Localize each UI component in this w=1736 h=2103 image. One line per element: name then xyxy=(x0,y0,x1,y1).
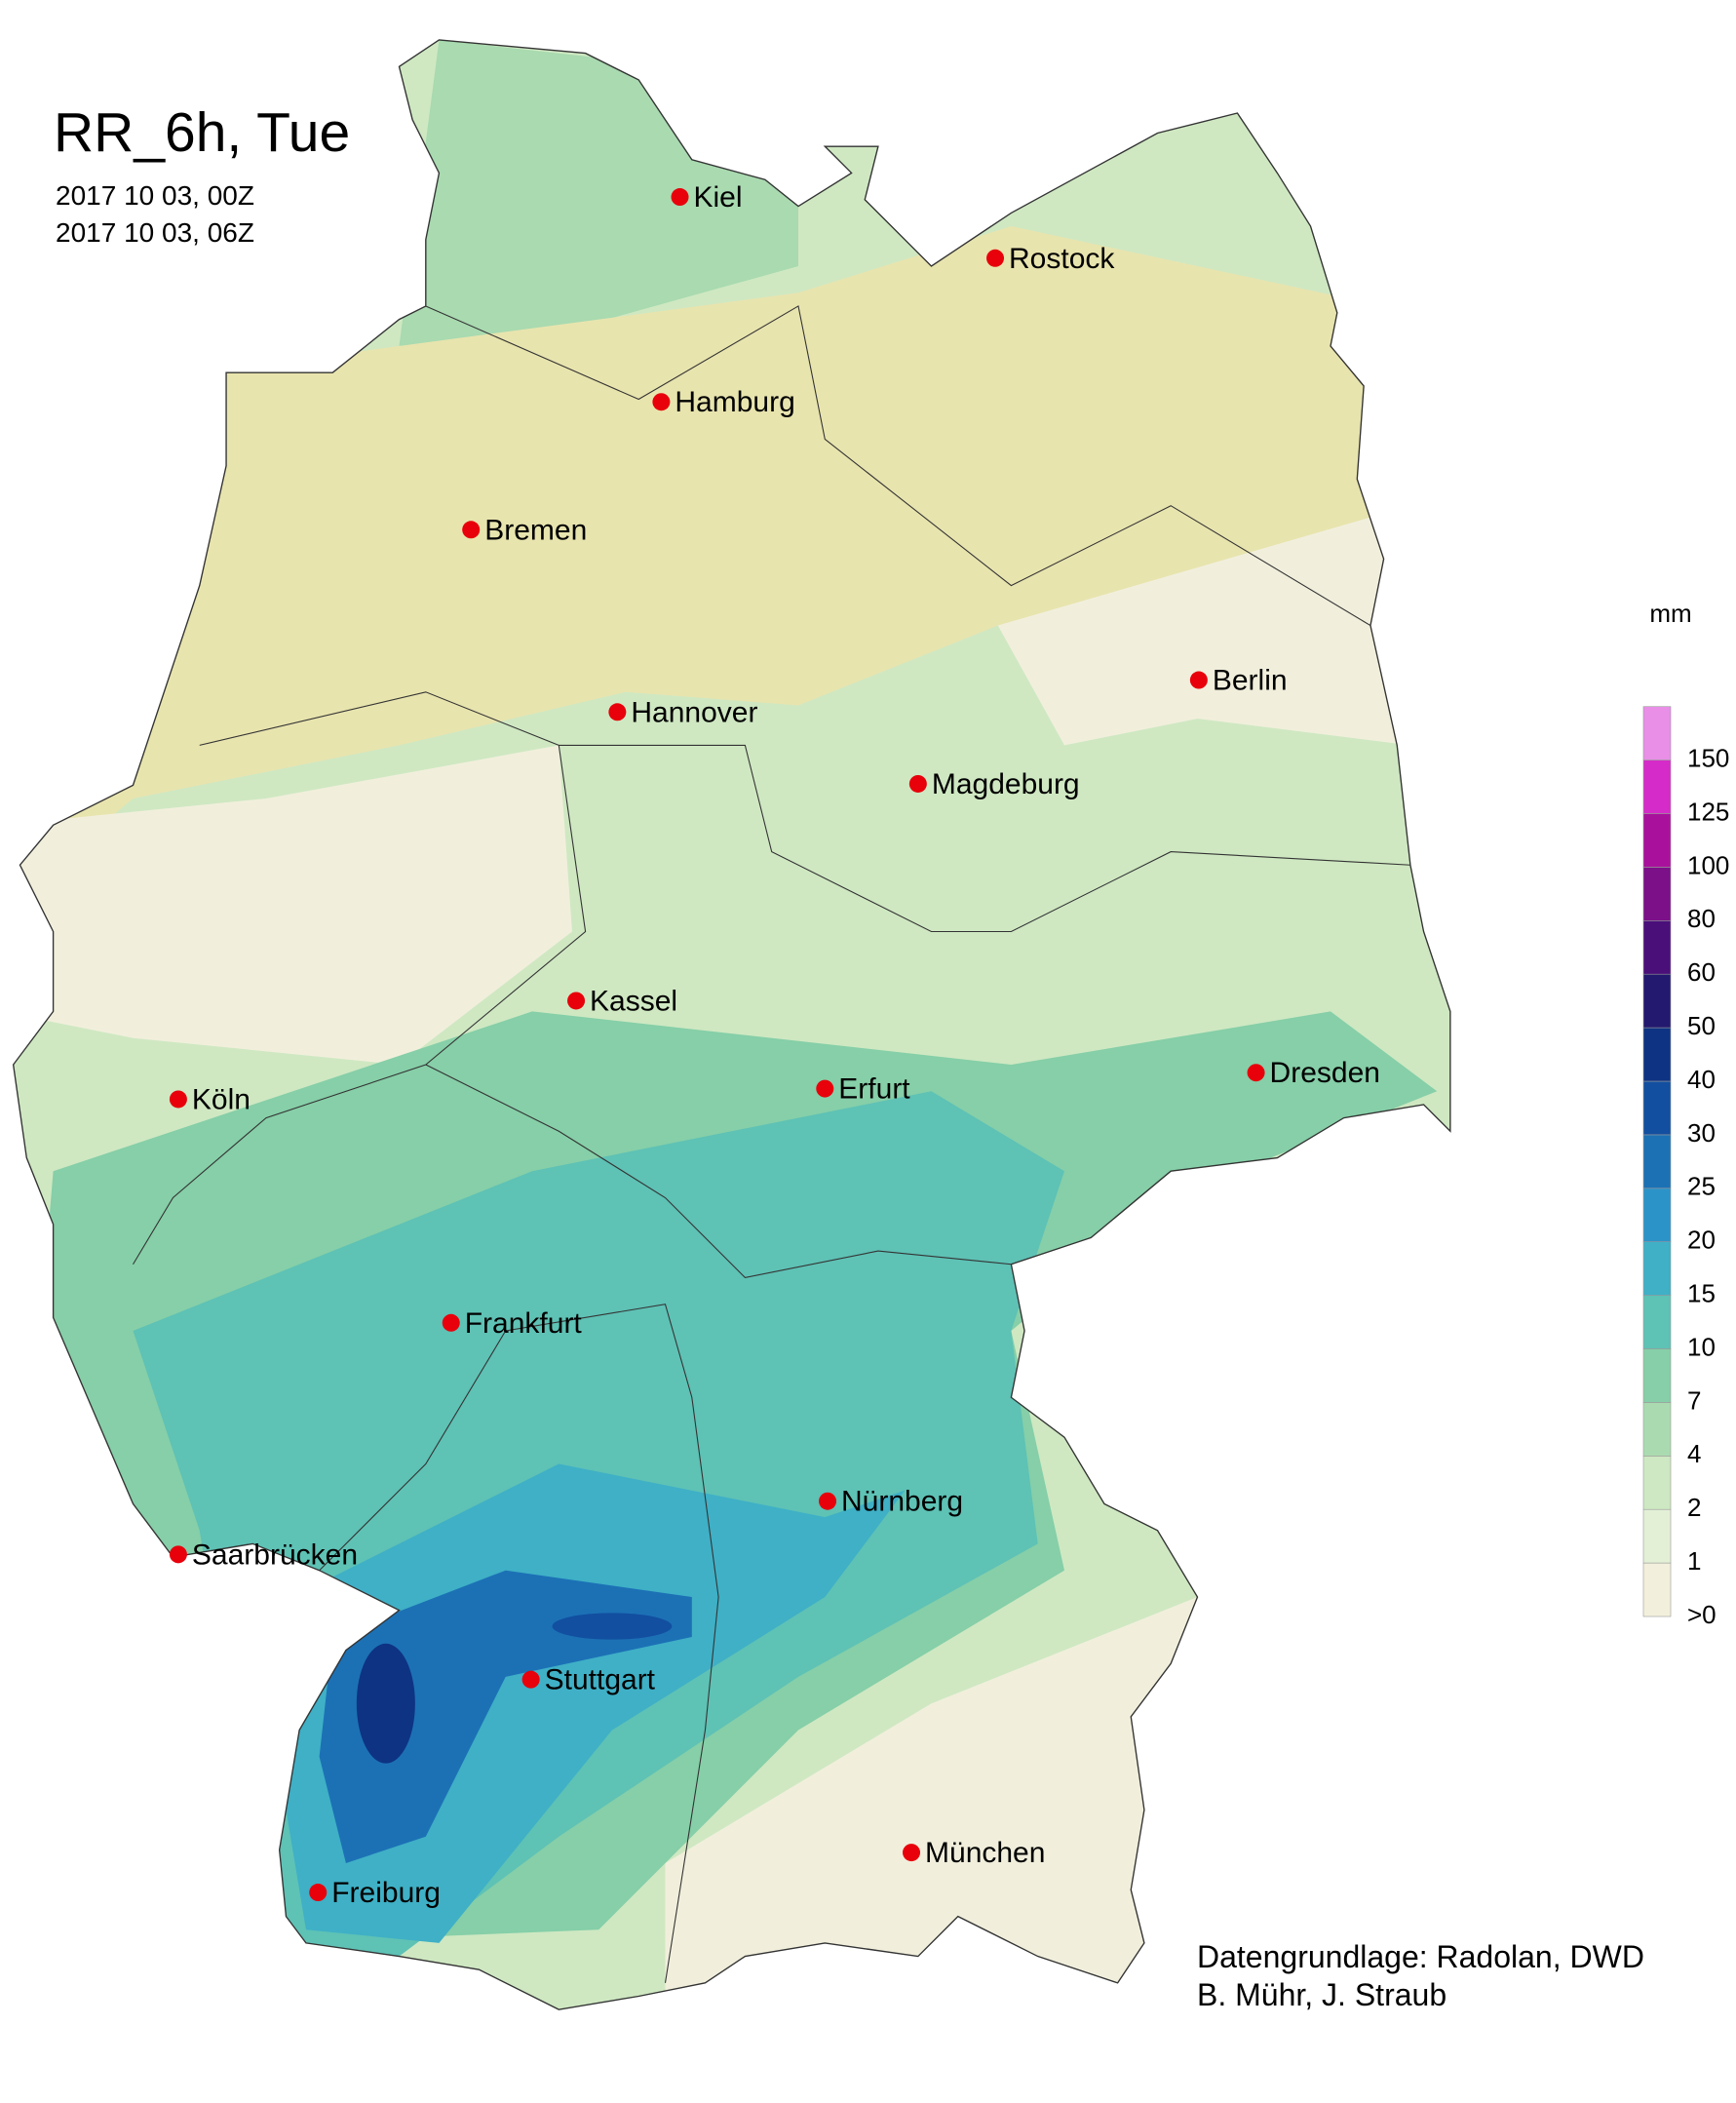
city-label: Erfurt xyxy=(838,1073,910,1106)
legend-swatch xyxy=(1642,973,1672,1029)
city-marker xyxy=(986,249,1005,267)
city-marker xyxy=(608,703,627,721)
legend-label: 30 xyxy=(1687,1118,1716,1148)
legend-label: 50 xyxy=(1687,1011,1716,1040)
city-marker xyxy=(1247,1064,1265,1082)
city-marker xyxy=(903,1844,921,1862)
legend-swatch xyxy=(1642,1134,1672,1189)
legend-label: 15 xyxy=(1687,1278,1716,1307)
city-label: Hamburg xyxy=(675,386,794,418)
city-marker xyxy=(819,1492,837,1510)
city-label: Stuttgart xyxy=(545,1664,656,1696)
city-marker xyxy=(908,774,927,793)
city-label: Freiburg xyxy=(331,1877,441,1909)
map-title: RR_6h, Tue xyxy=(54,101,350,164)
legend-swatch xyxy=(1642,759,1672,814)
city-label: Kassel xyxy=(590,985,677,1017)
city-label: Frankfurt xyxy=(465,1307,583,1340)
city-label: Kiel xyxy=(694,181,743,214)
legend-swatch xyxy=(1642,1348,1672,1403)
legend-label: 10 xyxy=(1687,1332,1716,1361)
legend-label: 125 xyxy=(1687,797,1729,826)
legend-swatch xyxy=(1642,813,1672,868)
legend-swatch xyxy=(1642,1456,1672,1510)
legend-label: 60 xyxy=(1687,957,1716,987)
legend-swatch xyxy=(1642,1402,1672,1457)
legend-swatch xyxy=(1642,1508,1672,1564)
city-label: Nürnberg xyxy=(841,1486,963,1518)
city-marker xyxy=(309,1884,328,1902)
city-marker xyxy=(521,1670,540,1689)
legend-label: 20 xyxy=(1687,1226,1716,1255)
city-label: München xyxy=(925,1837,1045,1869)
borders xyxy=(12,39,1451,2010)
legend-label: 40 xyxy=(1687,1065,1716,1094)
legend-swatch xyxy=(1642,706,1672,760)
city-marker xyxy=(1189,671,1208,689)
legend-label: 80 xyxy=(1687,904,1716,933)
legend-swatch xyxy=(1642,1241,1672,1296)
time-line: 2017 10 03, 00Z xyxy=(56,180,254,211)
city-label: Bremen xyxy=(484,514,587,546)
city-label: Köln xyxy=(192,1083,251,1115)
city-marker xyxy=(462,521,481,539)
legend-swatch xyxy=(1642,919,1672,975)
city-label: Dresden xyxy=(1270,1057,1380,1089)
city-marker xyxy=(567,992,586,1010)
city-label: Berlin xyxy=(1213,665,1288,697)
city-label: Rostock xyxy=(1009,243,1115,275)
credit: Datengrundlage: Radolan, DWD xyxy=(1197,1939,1644,1974)
legend-swatch xyxy=(1642,1562,1672,1617)
city-marker xyxy=(169,1090,187,1109)
legend-label: 2 xyxy=(1687,1493,1701,1522)
city-marker xyxy=(671,188,689,207)
legend-label: 1 xyxy=(1687,1546,1701,1576)
legend-swatch xyxy=(1642,1080,1672,1136)
city-label: Saarbrücken xyxy=(192,1538,358,1571)
legend-label: 7 xyxy=(1687,1385,1701,1415)
credit: B. Mühr, J. Straub xyxy=(1197,1977,1447,2012)
legend-label: 150 xyxy=(1687,743,1729,772)
city-marker xyxy=(169,1545,187,1564)
legend-unit: mm xyxy=(1649,599,1691,628)
legend-label: 100 xyxy=(1687,850,1729,879)
city-label: Hannover xyxy=(631,696,757,728)
city-marker xyxy=(816,1079,834,1098)
legend-label: >0 xyxy=(1687,1600,1717,1629)
legend-label: 4 xyxy=(1687,1439,1701,1468)
legend-swatch xyxy=(1642,1188,1672,1243)
city-label: Magdeburg xyxy=(932,768,1080,800)
legend-swatch xyxy=(1642,1027,1672,1082)
city-marker xyxy=(442,1313,460,1332)
city-marker xyxy=(652,393,671,411)
legend-label: 25 xyxy=(1687,1172,1716,1201)
time-line: 2017 10 03, 06Z xyxy=(56,217,254,248)
legend-swatch xyxy=(1642,1295,1672,1349)
legend-swatch xyxy=(1642,867,1672,921)
